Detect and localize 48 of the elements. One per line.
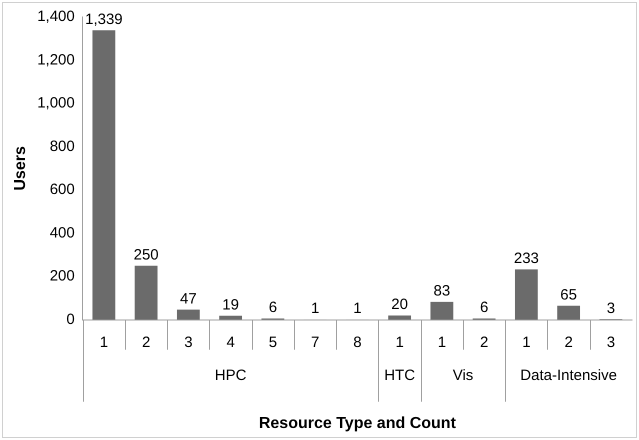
bar <box>557 306 580 320</box>
bar <box>514 269 538 320</box>
x-tick-label: 1 <box>438 334 446 351</box>
y-tick-label: 400 <box>50 224 75 242</box>
x-tick-label: 5 <box>268 334 278 351</box>
data-label: 65 <box>560 286 577 304</box>
x-tick-label: 2 <box>480 334 488 351</box>
x-axis-title: Resource Type and Count <box>258 414 457 432</box>
data-label: 3 <box>606 300 616 317</box>
x-tick-label: 3 <box>184 334 193 351</box>
y-tick-label: 0 <box>66 310 75 328</box>
y-tick-label: 1,200 <box>37 51 75 68</box>
y-axis-title: Users <box>12 146 30 191</box>
data-label: 1,339 <box>85 10 123 28</box>
text: Data-Intensive <box>520 366 617 384</box>
y-tick-label: 1,000 <box>37 94 75 112</box>
x-tick-label: 2 <box>564 334 573 351</box>
bar <box>430 302 454 320</box>
data-label: 83 <box>434 282 450 300</box>
x-tick-label: 1 <box>100 334 108 351</box>
bar <box>176 310 200 320</box>
x-tick-label: 7 <box>310 334 320 351</box>
x-tick-label: 8 <box>353 334 362 351</box>
x-tick-label: 1 <box>522 334 531 351</box>
x-tick-label: 1 <box>395 334 404 351</box>
y-tick-label: 800 <box>50 138 75 155</box>
text: Vis <box>452 366 474 384</box>
y-tick-label: 600 <box>50 181 75 198</box>
bar <box>219 316 242 320</box>
bar <box>134 266 158 320</box>
data-label: 6 <box>268 299 278 316</box>
bar <box>388 315 412 320</box>
x-tick-label: 2 <box>142 334 150 351</box>
data-label: 6 <box>480 299 488 316</box>
x-tick-label: 4 <box>226 334 235 351</box>
text: HTC <box>384 366 416 384</box>
data-label: 1 <box>310 300 320 318</box>
data-label: 1 <box>353 300 362 318</box>
data-label: 250 <box>134 246 159 264</box>
data-label: 233 <box>514 250 539 268</box>
data-label: 20 <box>391 296 408 314</box>
data-label: 47 <box>180 290 197 308</box>
data-label: 19 <box>222 296 239 314</box>
y-tick-label: 200 <box>50 268 75 285</box>
y-tick-label: 1,400 <box>37 8 75 26</box>
bar <box>92 30 116 320</box>
x-tick-label: 3 <box>606 334 616 351</box>
text: HPC <box>214 366 247 384</box>
